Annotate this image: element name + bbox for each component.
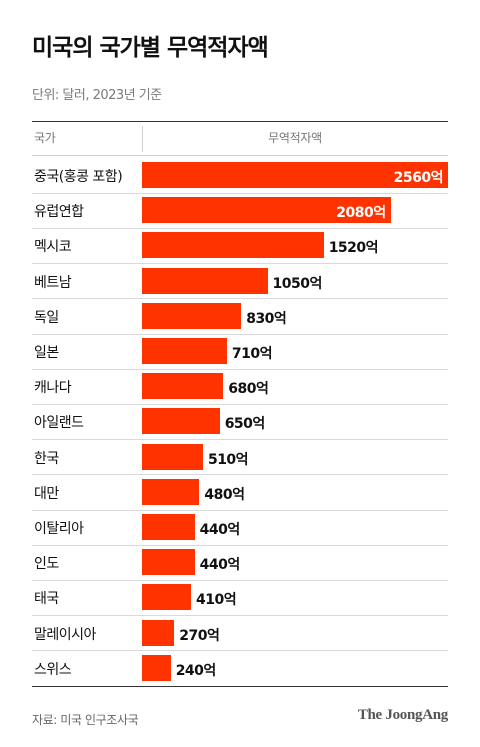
category-label: 아일랜드 (34, 415, 84, 432)
value-label: 480억 (204, 486, 245, 503)
header-country: 국가 (34, 131, 56, 145)
value-label: 680억 (228, 381, 269, 398)
row-divider (32, 579, 448, 581)
category-label: 한국 (34, 450, 59, 467)
bar-row: 일본 710억 (0, 334, 480, 369)
value-label: 2560억 (393, 170, 444, 186)
row-divider (32, 439, 448, 441)
value-label: 650억 (224, 416, 266, 433)
value-label: 1520억 (328, 240, 379, 257)
category-label: 유럽연합 (34, 204, 84, 221)
category-label: 베트남 (34, 274, 72, 291)
category-label: 멕시코 (34, 239, 72, 256)
bar (142, 302, 242, 329)
bar (142, 514, 195, 540)
brand-logo: The JoongAng (357, 707, 448, 723)
category-label: 일본 (34, 345, 59, 361)
bar (142, 478, 200, 505)
row-divider (32, 263, 448, 265)
row-divider (32, 227, 448, 229)
value-label: 270억 (179, 627, 220, 644)
row-divider (32, 403, 448, 405)
source-note: 자료: 미국 인구조사국 (32, 713, 139, 727)
category-label: 태국 (34, 591, 59, 608)
row-divider (32, 509, 448, 511)
bar-row: 유럽연합 2080억 (0, 193, 480, 228)
bar (142, 267, 268, 294)
row-divider (32, 615, 448, 617)
bar (142, 654, 171, 681)
bar-row: 말레이시아 270억 (0, 616, 480, 651)
bar-row: 태국 410억 (0, 580, 480, 615)
bar (142, 443, 203, 470)
value-label: 410억 (196, 592, 237, 609)
top-rule (32, 121, 448, 122)
category-label: 인도 (34, 556, 59, 573)
bar (142, 408, 220, 435)
bar-row: 이탈리아 440억 (0, 510, 480, 545)
bar-row: 캐나다 680억 (0, 369, 480, 404)
bar-row: 중국(홍콩 포함) 2560억 (0, 158, 480, 193)
row-divider (32, 650, 448, 652)
row-divider (32, 192, 448, 194)
value-label: 1050억 (272, 275, 323, 292)
bar-row: 베트남 1050억 (0, 264, 480, 299)
bottom-rule (32, 686, 448, 687)
bar (142, 584, 191, 611)
category-label: 중국(홍콩 포함) (34, 169, 123, 185)
value-label: 440억 (199, 522, 241, 538)
bar (142, 338, 227, 364)
header-rule (32, 155, 448, 156)
row-divider (32, 298, 448, 300)
row-divider (32, 474, 448, 476)
category-label: 대만 (34, 485, 59, 502)
bar (142, 197, 391, 224)
chart-subtitle: 단위: 달러, 2023년 기준 (32, 88, 162, 103)
value-label: 710억 (231, 346, 273, 362)
bar (142, 232, 324, 259)
category-label: 독일 (34, 309, 59, 326)
header-separator (142, 126, 143, 152)
bar-row: 인도 440억 (0, 545, 480, 580)
row-divider (32, 333, 448, 335)
bar (142, 619, 175, 646)
bar-row: 한국 510억 (0, 440, 480, 475)
value-label: 240억 (175, 662, 217, 679)
bar (142, 549, 195, 576)
value-label: 830억 (246, 310, 287, 327)
category-label: 스위스 (34, 661, 72, 678)
value-label: 440억 (199, 557, 241, 574)
bar-row: 아일랜드 650억 (0, 404, 480, 439)
value-label: 2080억 (336, 205, 386, 222)
bar-row: 멕시코 1520억 (0, 228, 480, 263)
category-label: 말레이시아 (34, 626, 96, 643)
bar (142, 162, 448, 188)
bar (142, 373, 224, 400)
row-divider (32, 368, 448, 370)
bar-row: 독일 830억 (0, 299, 480, 334)
header-value: 무역적자액 (268, 131, 322, 145)
chart-title: 미국의 국가별 무역적자액 (32, 35, 269, 61)
row-divider (32, 544, 448, 546)
bar-row: 스위스 240억 (0, 651, 480, 686)
value-label: 510억 (207, 451, 249, 468)
category-label: 캐나다 (34, 380, 72, 397)
bar-row: 대만 480억 (0, 475, 480, 510)
category-label: 이탈리아 (34, 521, 84, 537)
